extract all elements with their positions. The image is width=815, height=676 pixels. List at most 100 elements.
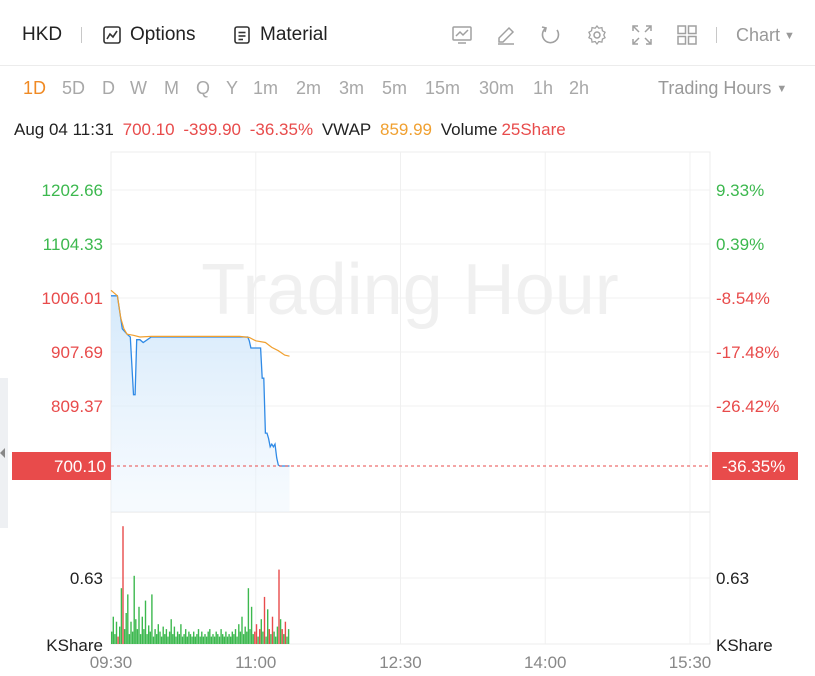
volume-bar: [284, 621, 287, 644]
caret-down-icon: ▼: [784, 29, 795, 42]
period-30m[interactable]: 30m: [479, 78, 515, 98]
time-tick-label: 11:00: [235, 653, 276, 672]
options-button[interactable]: Options: [102, 22, 195, 48]
volume-bar: [213, 636, 216, 644]
volume-bar: [117, 636, 119, 644]
refresh-icon[interactable]: [540, 24, 562, 46]
volume-bar: [139, 634, 142, 644]
period-1d[interactable]: 1D: [23, 78, 47, 98]
draw-icon[interactable]: [495, 24, 517, 46]
price-tick-label: 1104.33: [43, 235, 103, 254]
volume-bar: [205, 636, 208, 644]
volume-bar: [246, 631, 248, 644]
volume-bar: [204, 634, 206, 644]
volume-bar: [209, 629, 211, 644]
volume-bar: [217, 634, 219, 644]
volume-bar: [149, 631, 151, 644]
vwap-label: VWAP: [321, 120, 372, 139]
volume-bar: [125, 613, 127, 644]
quote-change: -399.90: [183, 120, 242, 139]
currency-symbol[interactable]: HKD: [22, 24, 63, 45]
volume-bar: [260, 619, 262, 644]
period-1h[interactable]: 1h: [533, 78, 554, 98]
layout-grid-icon[interactable]: [676, 24, 698, 46]
period-m[interactable]: M: [164, 78, 179, 98]
settings-icon[interactable]: [586, 24, 608, 46]
volume-bar: [156, 634, 158, 644]
period-5d[interactable]: 5D: [62, 78, 86, 98]
quote-datetime: Aug 04 11:31: [14, 120, 114, 139]
volume-bar: [189, 634, 192, 644]
price-tick-label: 1006.01: [42, 289, 103, 308]
period-selector: 1D 5D D W M Q Y 1m 2m 3m 5m 15m 30m 1h 2…: [0, 67, 815, 111]
volume-bar: [193, 631, 195, 644]
volume-tick-label: 0.63: [716, 569, 749, 588]
volume-bar: [157, 624, 159, 644]
axis-ticks: 1202.66 1104.33 1006.01 907.69 809.37 9.33% 0.…: [12, 181, 798, 672]
volume-bar: [120, 588, 123, 644]
volume-bar: [119, 626, 121, 644]
volume-bar: [287, 629, 290, 644]
volume-bar: [144, 600, 147, 644]
volume-bar: [197, 629, 200, 644]
volume-label: Volume: [440, 120, 498, 139]
volume-bar: [162, 626, 164, 644]
period-3m[interactable]: 3m: [339, 78, 365, 98]
volume-value: 25Share: [501, 120, 566, 139]
volume-bar: [220, 629, 222, 644]
volume-bar: [115, 621, 118, 644]
volume-bar: [268, 629, 270, 644]
volume-bar: [122, 526, 124, 644]
volume-bar: [286, 636, 288, 644]
vwap-value: 859.99: [380, 120, 432, 139]
material-button[interactable]: Material: [232, 22, 328, 48]
volume-bar: [172, 634, 174, 644]
volume-tick-label: 0.63: [70, 569, 103, 588]
chart-type-dropdown[interactable]: Chart ▼: [736, 25, 795, 46]
volume-bar: [283, 634, 285, 644]
period-1m[interactable]: 1m: [253, 78, 279, 98]
volume-unit-label: KShare: [46, 636, 103, 655]
volume-bar: [218, 636, 221, 644]
current-price-badge: [12, 452, 111, 480]
volume-bar: [225, 631, 227, 644]
trading-hours-label: Trading Hours: [658, 78, 772, 98]
volume-bar: [254, 631, 256, 644]
volume-bar: [244, 626, 246, 644]
volume-bar: [136, 629, 139, 644]
volume-bar: [273, 631, 275, 644]
volume-bar: [202, 636, 205, 644]
period-15m[interactable]: 15m: [425, 78, 461, 98]
volume-bar: [226, 636, 229, 644]
volume-bar: [170, 619, 172, 644]
period-d[interactable]: D: [102, 78, 115, 98]
intraday-chart[interactable]: Trading Hour 1202.66 1104.33 1006.01 907.69…: [0, 140, 815, 676]
panel-collapse-handle[interactable]: [0, 378, 8, 528]
volume-bar: [152, 636, 155, 644]
volume-bar: [275, 636, 277, 644]
time-tick-label: 15:30: [669, 653, 712, 672]
period-2h[interactable]: 2h: [569, 78, 590, 98]
period-5m[interactable]: 5m: [382, 78, 408, 98]
price-line: [111, 295, 290, 467]
volume-bar: [194, 636, 196, 644]
volume-bar: [247, 588, 250, 644]
volume-bars: [111, 526, 290, 644]
period-w[interactable]: W: [130, 78, 147, 98]
volume-unit-label: KShare: [716, 636, 773, 655]
indicator-icon[interactable]: [451, 24, 473, 46]
volume-bar: [135, 619, 137, 644]
volume-bar: [249, 629, 251, 644]
volume-bar: [271, 616, 274, 644]
period-q[interactable]: Q: [196, 78, 211, 98]
volume-bar: [196, 634, 198, 644]
fullscreen-icon[interactable]: [631, 24, 653, 46]
period-y[interactable]: Y: [226, 78, 239, 98]
volume-bar: [270, 634, 272, 644]
volume-bar: [146, 634, 148, 644]
trading-hours-dropdown[interactable]: Trading Hours ▼: [658, 78, 787, 99]
material-label: Material: [260, 24, 328, 45]
current-pct-badge: [712, 452, 798, 480]
period-2m[interactable]: 2m: [296, 78, 322, 98]
volume-bar: [210, 636, 213, 644]
